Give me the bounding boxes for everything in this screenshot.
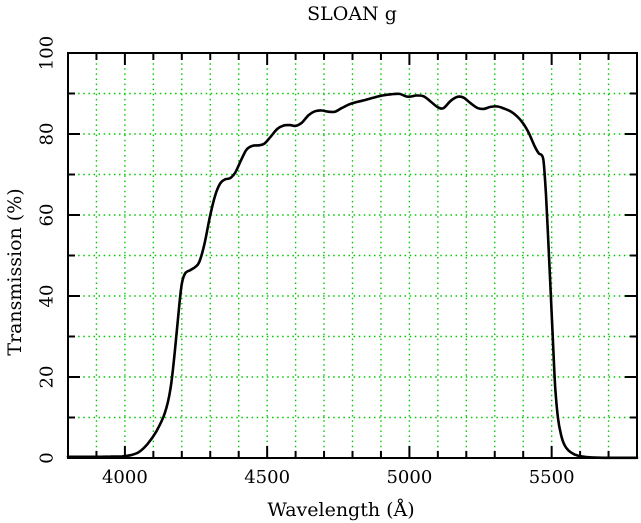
plot-frame — [67, 52, 638, 459]
y-tick-label: 60 — [37, 204, 58, 227]
y-tick-label: 80 — [37, 123, 58, 146]
grid-lines — [68, 53, 637, 458]
x-axis-label: Wavelength (Å) — [267, 499, 414, 521]
x-tick-label: 4500 — [244, 467, 290, 488]
y-tick-label: 100 — [37, 36, 58, 70]
curve-group — [66, 92, 639, 460]
x-tick-label: 4000 — [102, 467, 148, 488]
axis-ticks — [68, 53, 637, 458]
transmission-curve — [66, 92, 639, 460]
y-tick-label: 20 — [37, 366, 58, 389]
x-axis-tick-labels: 4000 4500 5000 5500 — [102, 467, 575, 488]
y-axis-tick-labels: 0 20 40 60 80 100 — [37, 36, 58, 464]
y-tick-label: 40 — [37, 285, 58, 308]
x-tick-label: 5500 — [529, 467, 575, 488]
y-axis-label: Transmission (%) — [4, 188, 26, 355]
x-tick-label: 5000 — [386, 467, 432, 488]
chart-title: SLOAN g — [307, 3, 397, 25]
y-tick-label: 0 — [37, 452, 58, 463]
